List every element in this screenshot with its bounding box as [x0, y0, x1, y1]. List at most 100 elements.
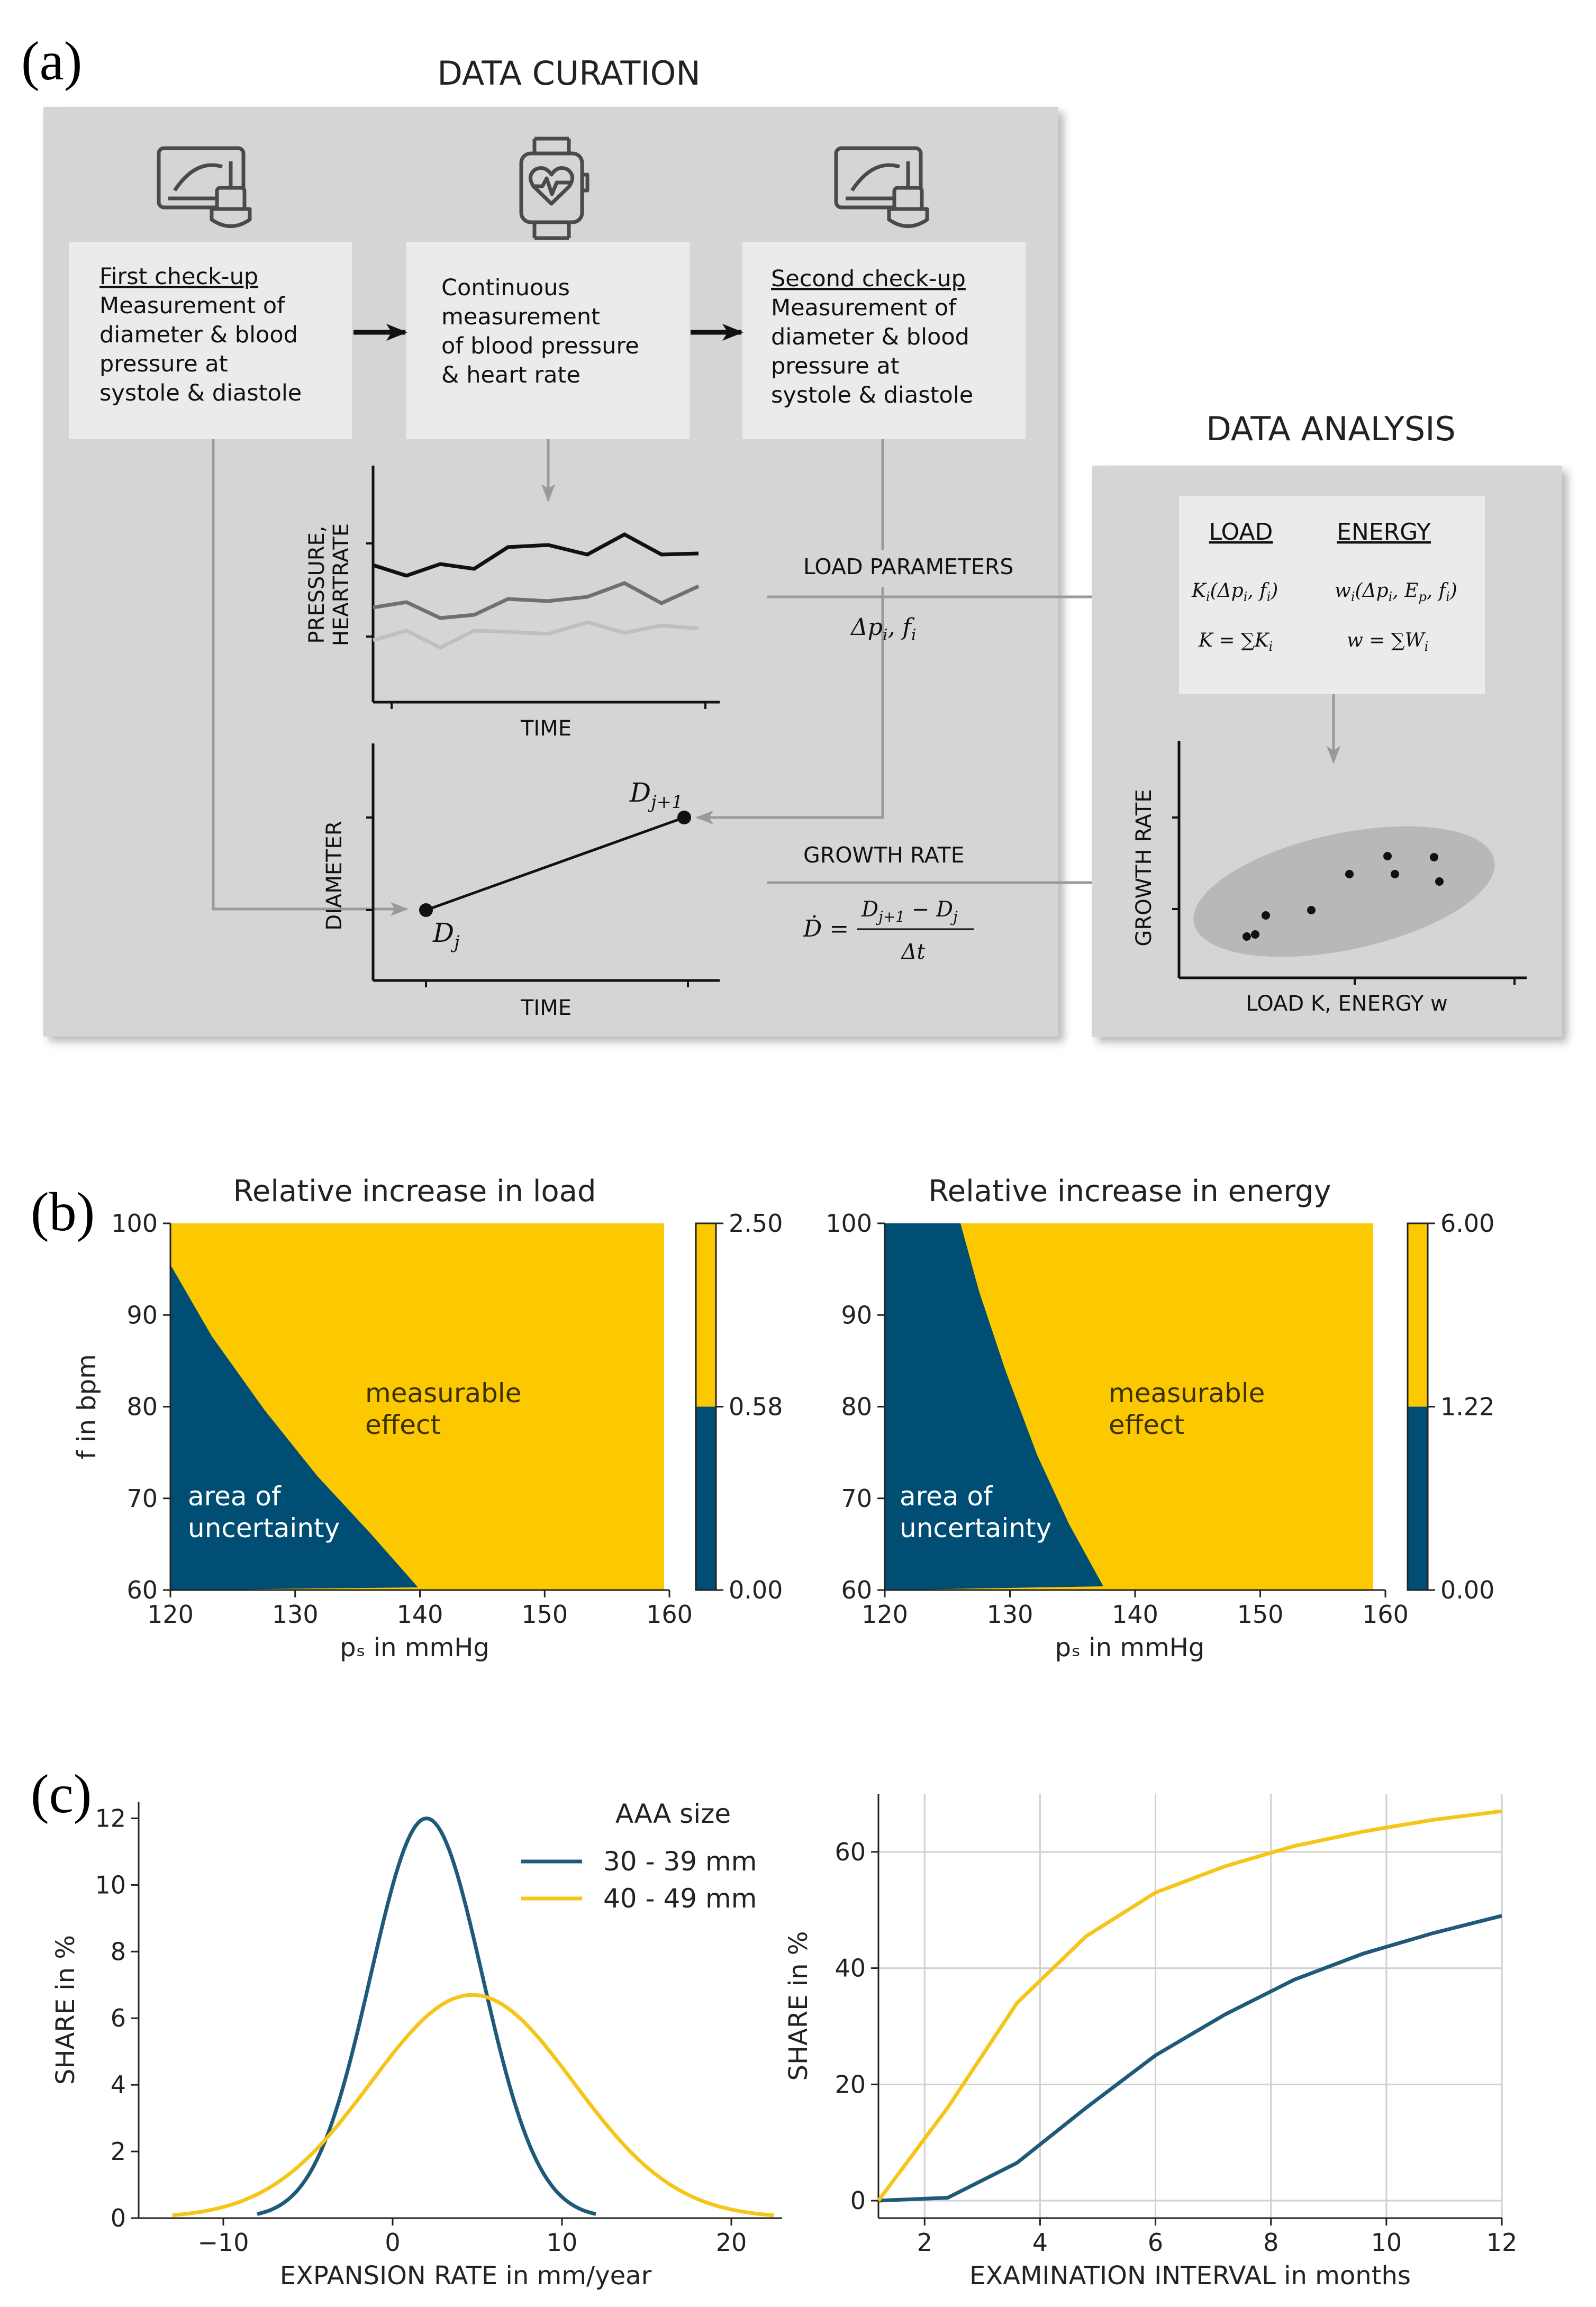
- x-tick-label: 160: [646, 1600, 693, 1629]
- x-tick-label: 10: [1371, 2228, 1402, 2257]
- connector-box3-diameter-end: [695, 587, 884, 824]
- series-line-30-39mm: [257, 1816, 596, 2216]
- legend: AAA size 30 - 39 mm 40 - 49 mm: [521, 1799, 757, 1914]
- y-tick-label: 70: [841, 1484, 872, 1513]
- series-line-40-49mm: [172, 1993, 774, 2218]
- region-effect-label: measurable: [1109, 1378, 1265, 1409]
- heatmap-title: Relative increase in load: [233, 1174, 596, 1209]
- pressure-ylabel-2: HEARTRATE: [329, 523, 353, 646]
- scatter-xlabel: LOAD K, ENERGY w: [1246, 992, 1447, 1016]
- right-xlabel: EXAMINATION INTERVAL in months: [969, 2261, 1411, 2291]
- load-formula-2: K = ∑Ki: [1198, 630, 1273, 654]
- svg-text:Dj+1 − Dj: Dj+1 − Dj: [861, 897, 958, 925]
- energy-formula-1: wi(Δpi, Ep, fi): [1335, 580, 1457, 604]
- y-tick-label: 2: [111, 2137, 126, 2166]
- region-effect-label: measurable: [365, 1378, 521, 1409]
- second-checkup-box: [742, 242, 1026, 439]
- heatmap-ylabel: f in bpm: [72, 1354, 102, 1459]
- legend-item-2: 40 - 49 mm: [603, 1883, 757, 1914]
- colorbar-tick-label: 0.58: [729, 1393, 783, 1421]
- heatmap-uncertainty-area: [885, 1223, 1103, 1590]
- colorbar-tick-label: 0.00: [1440, 1576, 1494, 1604]
- panel-b: (b) Relative increase in load 120 130 140 15…: [31, 1174, 1494, 1663]
- pressure-heartrate-plot: PRESSURE, HEARTRATE TIME: [305, 466, 720, 741]
- examination-interval-chart: 2 4 6 8 10 12 0 20 40 60 SHARE in % EXAMINATION INT…: [784, 1794, 1517, 2291]
- first-checkup-box: [69, 242, 352, 439]
- trace-mid: [373, 581, 700, 620]
- x-tick-label: 8: [1263, 2228, 1278, 2257]
- heatmap-xlabel: pₛ in mmHg: [340, 1633, 489, 1663]
- x-tick-label: 150: [521, 1600, 568, 1629]
- y-tick-label: 20: [835, 2070, 866, 2099]
- scatter-cloud: [1193, 826, 1495, 957]
- growth-rate-label: GROWTH RATE: [803, 842, 965, 868]
- colorbar-tick-label: 6.00: [1440, 1209, 1494, 1238]
- continuous-measurement-box: [406, 242, 690, 439]
- y-tick-label: 8: [111, 1937, 126, 1966]
- x-tick-label: 150: [1237, 1600, 1284, 1629]
- y-tick-label: 100: [111, 1209, 158, 1238]
- x-tick-label: 130: [987, 1600, 1033, 1629]
- heatmap-uncertainty-area: [170, 1265, 418, 1590]
- label-dj: Dj: [432, 918, 460, 953]
- energy-header: ENERGY: [1337, 519, 1431, 546]
- x-tick-label: 10: [547, 2228, 578, 2257]
- region-uncertainty-label: area of: [900, 1481, 993, 1512]
- load-header: LOAD: [1209, 519, 1273, 546]
- y-tick-label: 60: [835, 1838, 866, 1866]
- x-tick-label: 6: [1148, 2228, 1163, 2257]
- left-ylabel: SHARE in %: [51, 1935, 80, 2085]
- trace-low: [373, 620, 699, 650]
- y-tick-label: 80: [126, 1393, 158, 1421]
- x-tick-label: 140: [397, 1600, 443, 1629]
- y-tick-label: 4: [111, 2070, 126, 2099]
- y-tick-label: 6: [111, 2004, 126, 2032]
- energy-formula-2: w = ∑Wi: [1347, 630, 1428, 654]
- y-tick-label: 90: [126, 1301, 158, 1329]
- colorbar-tick-label: 0.00: [729, 1576, 783, 1604]
- expansion-rate-chart: −10 0 10 20 0 2 4 6 8 10 12 SHARE in % EXPANSION RAT…: [51, 1802, 782, 2291]
- y-tick-label: 80: [841, 1393, 872, 1421]
- y-tick-label: 0: [850, 2186, 866, 2215]
- panel-b-label: (b): [31, 1182, 95, 1242]
- x-tick-label: 12: [1486, 2228, 1518, 2257]
- right-ylabel: SHARE in %: [784, 1931, 813, 2081]
- panel-a: (a) DATA CURATION: [21, 31, 1562, 1037]
- heatmap-2: Relative increase in energy 120 130 140 150 1…: [826, 1174, 1494, 1663]
- ultrasound-icon-2: [834, 146, 929, 228]
- heatmap-1: Relative increase in load 120 130 140 150 160…: [72, 1174, 783, 1663]
- region-effect-label-2: effect: [365, 1410, 441, 1440]
- load-energy-box: [1179, 496, 1485, 694]
- diameter-xlabel: TIME: [520, 996, 572, 1020]
- diameter-growth-line: [425, 816, 685, 912]
- colorbar: 2.50 0.58 0.00: [695, 1209, 783, 1604]
- colorbar-tick-label: 2.50: [729, 1209, 783, 1238]
- y-tick-label: 10: [95, 1870, 126, 1899]
- legend-title: AAA size: [615, 1799, 731, 1829]
- y-tick-label: 60: [126, 1576, 158, 1604]
- connector-first-to-diameter: [212, 439, 409, 916]
- x-tick-label: −10: [197, 2228, 249, 2257]
- series-line-40-49mm: [877, 1809, 1502, 2202]
- growth-scatter-plot: GROWTH RATE LOAD K, ENERGY w: [1132, 741, 1527, 1016]
- y-tick-label: 12: [95, 1804, 126, 1832]
- y-tick-label: 60: [841, 1576, 872, 1604]
- diameter-ylabel: DIAMETER: [322, 821, 347, 930]
- y-tick-label: 100: [826, 1209, 872, 1238]
- heatmap-title: Relative increase in energy: [928, 1174, 1331, 1209]
- panel-a-label: (a): [21, 31, 82, 92]
- panel-c-label: (c): [31, 1764, 92, 1824]
- load-formula-1: Ki(Δpi, fi): [1191, 580, 1278, 604]
- first-checkup-text: First check-up Measurement of diameter &…: [99, 264, 305, 406]
- pressure-ylabel-1: PRESSURE,: [305, 525, 329, 643]
- diameter-plot: Dj Dj+1 DIAMETER TIME: [322, 743, 720, 1020]
- x-tick-label: 4: [1032, 2228, 1048, 2257]
- point-dj1: [677, 811, 691, 824]
- svg-text:Δt: Δt: [901, 940, 926, 964]
- data-curation-title: DATA CURATION: [437, 54, 701, 93]
- legend-item-1: 30 - 39 mm: [603, 1846, 757, 1877]
- y-tick-label: 90: [841, 1301, 872, 1329]
- colorbar: 6.00 1.22 0.00: [1407, 1209, 1494, 1604]
